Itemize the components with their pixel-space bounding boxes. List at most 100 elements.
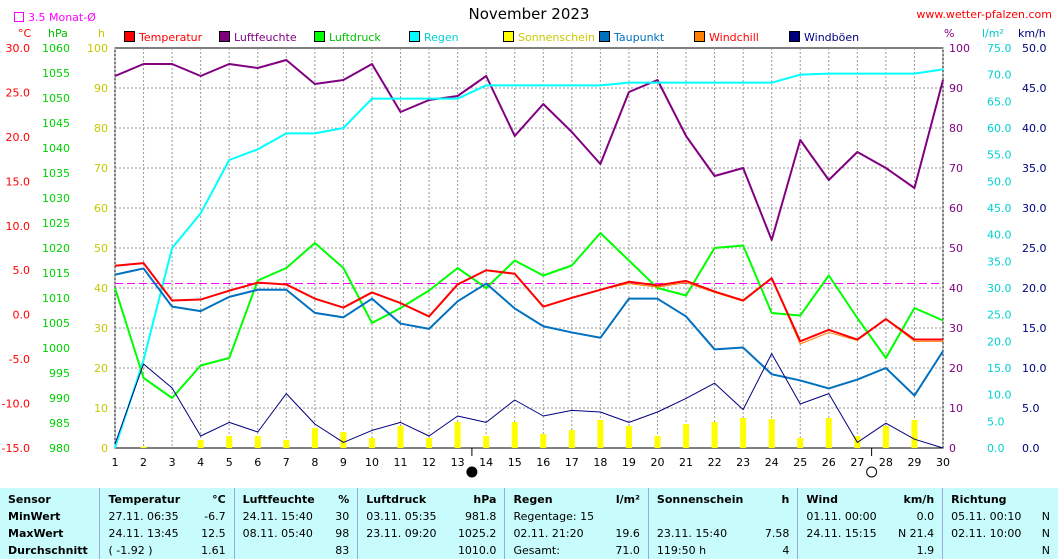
x-tick-label: 5 [226, 456, 233, 469]
axis-tick-wind: 45.0 [1022, 82, 1047, 95]
stats-header-cell: Temperatur [99, 488, 192, 508]
stats-cell: 03.11. 05:35 [357, 508, 448, 525]
axis-tick-humid: 80 [949, 122, 963, 135]
legend-taupunkt: Taupunkt [599, 31, 664, 44]
legend-windboeen: Windböen [789, 31, 859, 44]
x-tick-label: 13 [451, 456, 465, 469]
axis-tick-press: 1005 [42, 317, 70, 330]
x-tick-label: 30 [936, 456, 950, 469]
axis-tick-hours: 100 [87, 42, 108, 55]
stats-header-unit: °C [212, 493, 226, 506]
rain-unit: l/m² [982, 27, 1004, 40]
axis-tick-press: 1055 [42, 67, 70, 80]
table-row: Durchschnitt ( -1.92 ) 1.61 83 1010.0 Ge… [0, 542, 1058, 559]
axis-tick-temp: 15.0 [6, 175, 31, 188]
axis-tick-temp: 25.0 [6, 86, 31, 99]
site-link[interactable]: www.wetter-pfalzen.com [916, 8, 1052, 21]
legend-swatch [314, 31, 325, 42]
stats-header-unit: l/m² [615, 493, 640, 506]
sunshine-bar [768, 419, 775, 448]
stats-header-cell: Richtung [942, 488, 1033, 508]
stats-cell [942, 542, 1033, 559]
axis-tick-rain: 50.0 [987, 175, 1012, 188]
axis-tick-humid: 10 [949, 402, 963, 415]
stats-cell: 7.58 [764, 527, 790, 540]
x-tick-label: 16 [536, 456, 550, 469]
axis-tick-humid: 30 [949, 322, 963, 335]
axis-tick-press: 1020 [42, 242, 70, 255]
axis-tick-press: 985 [49, 417, 70, 430]
stats-header-row: Sensor Temperatur °C Luftfeuchte % Luftd… [0, 488, 1058, 508]
stats-cell: Gesamt: [504, 542, 606, 559]
axis-tick-wind: 40.0 [1022, 122, 1047, 135]
row-label: MinWert [8, 510, 61, 523]
axis-tick-press: 1050 [42, 92, 70, 105]
legend-windchill: Windchill [694, 31, 759, 44]
x-tick-label: 22 [708, 456, 722, 469]
x-tick-label: 21 [679, 456, 693, 469]
x-tick-label: 9 [340, 456, 347, 469]
sunshine-bar [197, 440, 204, 448]
stats-cell: N [1041, 527, 1050, 540]
axis-tick-temp: 30.0 [6, 42, 31, 55]
stats-cell: N 21.4 [897, 527, 935, 540]
stats-cell: 23.11. 15:40 [647, 525, 756, 542]
axis-tick-rain: 45.0 [987, 202, 1012, 215]
axis-tick-hours: 20 [94, 362, 108, 375]
stats-cell: 24.11. 13:45 [99, 525, 192, 542]
x-tick-label: 3 [169, 456, 176, 469]
axis-tick-rain: 70.0 [987, 69, 1012, 82]
x-tick-label: 6 [254, 456, 261, 469]
x-tick-label: 14 [479, 456, 493, 469]
stats-cell: 12.5 [201, 527, 226, 540]
axis-tick-wind: 15.0 [1022, 322, 1047, 335]
axis-tick-hours: 70 [94, 162, 108, 175]
axis-tick-press: 1010 [42, 292, 70, 305]
stats-cell: 02.11. 21:20 [504, 525, 606, 542]
wind-unit: km/h [1018, 27, 1046, 40]
series-line-temperatur [114, 262, 943, 343]
stats-cell: ( -1.92 ) [99, 542, 192, 559]
axis-tick-press: 1060 [42, 42, 70, 55]
stats-header-unit: % [338, 493, 350, 506]
stats-cell: 1025.2 [457, 527, 497, 540]
x-tick-label: 10 [365, 456, 379, 469]
humidity-unit: % [944, 27, 955, 40]
axis-tick-rain: 15.0 [987, 362, 1012, 375]
stats-cell: 4 [782, 544, 790, 557]
axis-tick-hours: 90 [94, 82, 108, 95]
stats-cell [755, 508, 798, 525]
sunshine-bar [311, 428, 318, 448]
temp-unit: °C [18, 27, 32, 40]
sunshine-bar [683, 424, 690, 448]
axis-tick-humid: 40 [949, 282, 963, 295]
sunshine-bar [740, 418, 747, 448]
axis-tick-wind: 30.0 [1022, 202, 1047, 215]
axis-tick-wind: 10.0 [1022, 362, 1047, 375]
sunshine-bar [597, 420, 604, 448]
axis-tick-hours: 80 [94, 122, 108, 135]
axis-tick-temp: -5.0 [9, 353, 30, 366]
series-line-windböen [114, 353, 944, 449]
legend-swatch [409, 31, 420, 42]
legend-swatch [789, 31, 800, 42]
row-label: Durchschnitt [8, 544, 88, 557]
axis-tick-temp: -10.0 [2, 398, 30, 411]
stats-cell: 83 [335, 544, 350, 557]
statistics-table: Sensor Temperatur °C Luftfeuchte % Luftd… [0, 488, 1058, 559]
stats-header-cell: Sensor [8, 493, 51, 506]
hours-unit: h [98, 27, 105, 40]
x-tick-label: 20 [650, 456, 664, 469]
axis-tick-wind: 0.0 [1022, 442, 1040, 455]
stats-cell: 24.11. 15:15 [797, 525, 888, 542]
legend-sonnenschein: Sonnenschein [503, 31, 595, 44]
legend-swatch [219, 31, 230, 42]
stats-header-cell: Luftfeuchte [233, 488, 327, 508]
legend-temperatur: Temperatur [124, 31, 202, 44]
axis-tick-rain: 65.0 [987, 95, 1012, 108]
axis-tick-hours: 0 [101, 442, 108, 455]
sunshine-bar [368, 438, 375, 448]
axis-tick-temp: 10.0 [6, 220, 31, 233]
row-label: MaxWert [8, 527, 64, 540]
axis-tick-press: 990 [49, 392, 70, 405]
